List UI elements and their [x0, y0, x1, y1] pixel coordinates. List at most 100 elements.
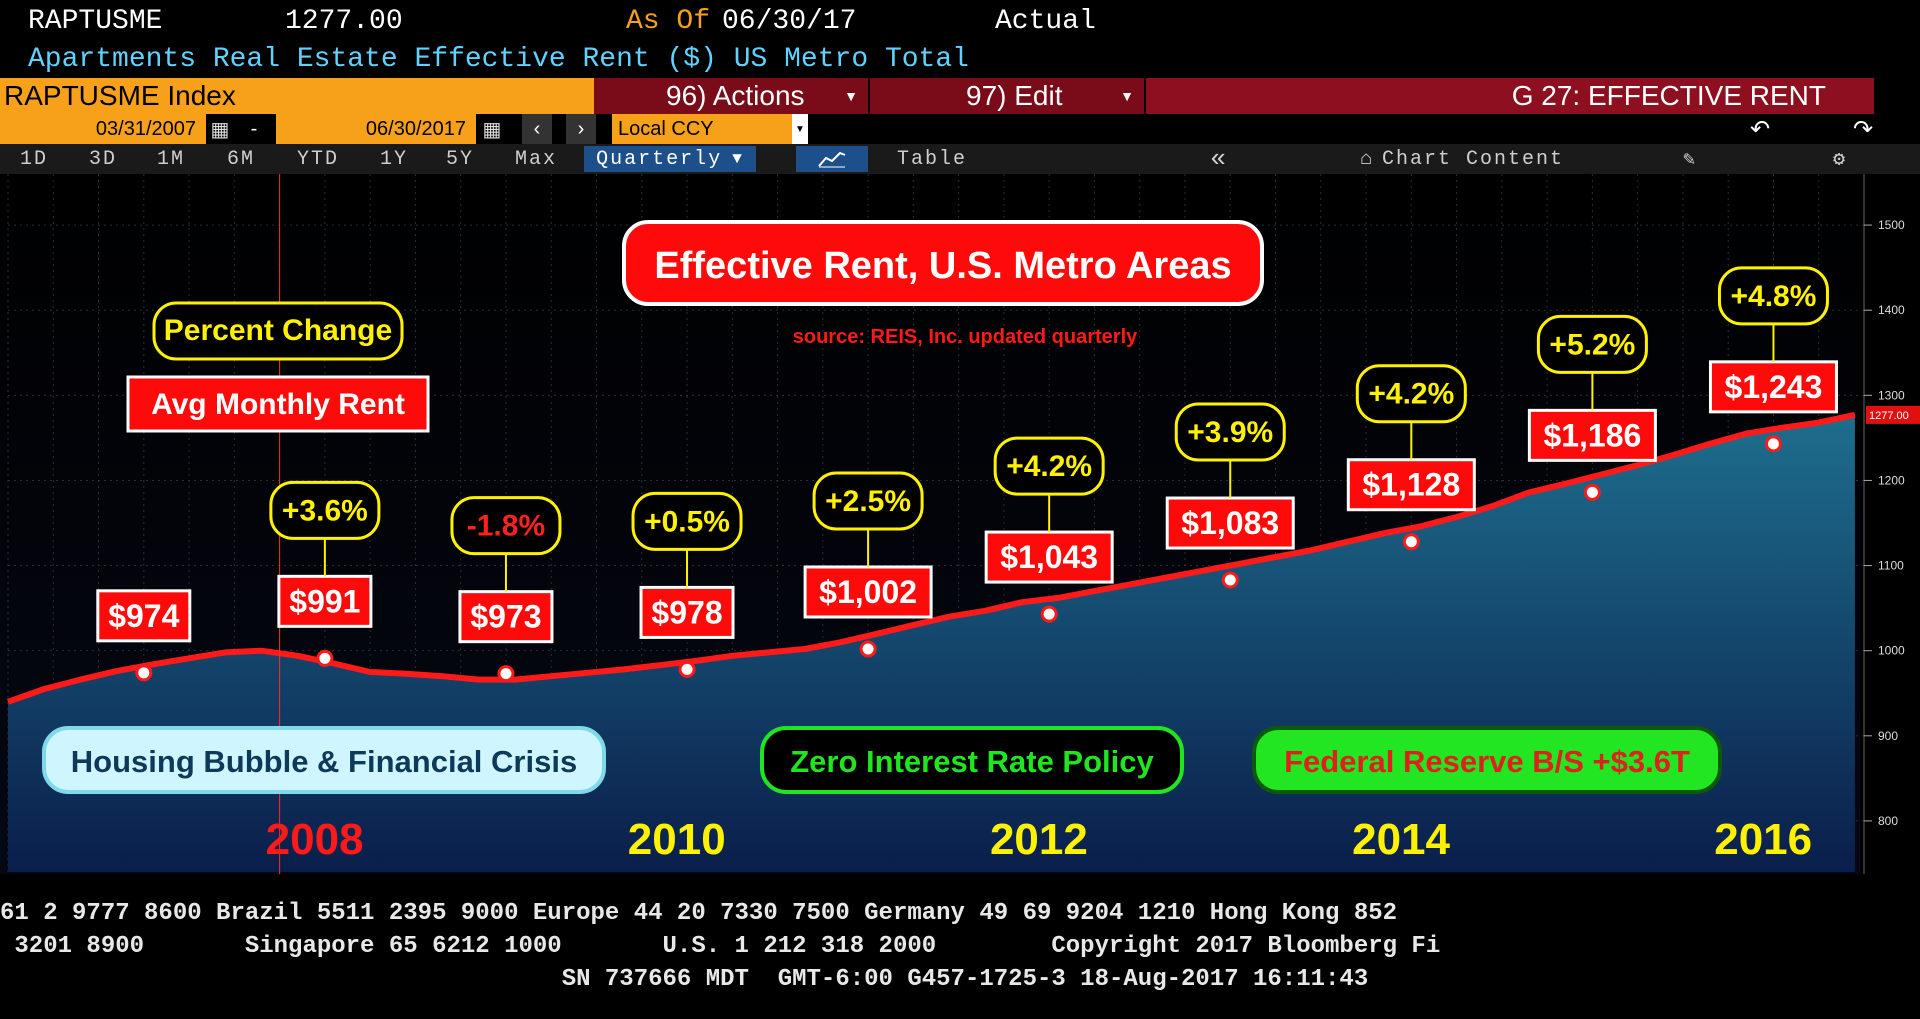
legend-percent-change: Percent Change	[152, 301, 404, 361]
change-label: +2.5%	[825, 485, 911, 518]
timeframe-ytd[interactable]: YTD	[296, 147, 339, 171]
actions-menu[interactable]: 96) Actions ▼	[594, 78, 868, 114]
calendar-icon[interactable]: ▦	[210, 118, 230, 141]
chart-name-field[interactable]: G 27: EFFECTIVE RENT	[1146, 78, 1874, 114]
last-value-tag-label: 1277.00	[1869, 410, 1909, 422]
end-date-input[interactable]: 06/30/2017	[276, 114, 476, 144]
as-of-label: As Of	[626, 6, 711, 37]
timeframe-1d[interactable]: 1D	[19, 147, 48, 171]
period-zirp: Zero Interest Rate Policy	[760, 726, 1184, 794]
chart-content-button[interactable]: ⌂ Chart Content	[1272, 146, 1652, 172]
y-tick-label: 1400	[1878, 303, 1905, 317]
data-point	[1040, 605, 1058, 623]
change-label: +4.8%	[1731, 280, 1817, 313]
y-tick-label: 800	[1878, 814, 1898, 828]
undo-icon[interactable]: ↶	[1749, 115, 1771, 143]
data-point	[316, 649, 334, 667]
rent-label: $1,243	[1725, 369, 1823, 405]
annotate-icon[interactable]: ✎	[1682, 149, 1698, 172]
y-tick-label: 1000	[1878, 644, 1905, 658]
gear-icon[interactable]: ⚙	[1832, 149, 1848, 172]
data-point	[497, 665, 515, 683]
date-range-bar: 03/31/2007 ▦ - 06/30/2017 ▦ ‹ › Local CC…	[0, 114, 1920, 144]
chevron-left-icon: ‹	[533, 117, 541, 140]
ticker-line-3: SN 737666 MDT GMT-6:00 G457-1725-3 18-Au…	[0, 966, 1369, 993]
collapse-panel-button[interactable]: «	[1210, 144, 1226, 174]
data-mode: Actual	[995, 6, 1096, 37]
chevron-right-icon: ›	[577, 117, 585, 140]
change-label-box	[1536, 314, 1648, 374]
table-view-button[interactable]: Table	[896, 147, 967, 171]
change-label: -1.8%	[467, 510, 545, 543]
security-field-label: RAPTUSME Index	[4, 80, 236, 111]
line-chart-icon[interactable]	[796, 146, 868, 172]
data-point	[1583, 483, 1601, 501]
timeframe-bar: 1D 3D 1M 6M YTD 1Y 5Y Max Quarterly ▼ Ta…	[0, 144, 1920, 174]
timeframe-max[interactable]: Max	[514, 147, 557, 171]
start-date-input[interactable]: 03/31/2007	[0, 114, 206, 144]
timeframe-5y[interactable]: 5Y	[445, 147, 474, 171]
period-housing-bubble-label: Housing Bubble & Financial Crisis	[71, 744, 577, 779]
change-label-box	[1717, 266, 1829, 326]
y-tick-label: 900	[1878, 729, 1898, 743]
caret-down-icon: ▼	[732, 150, 744, 168]
change-label-box	[1355, 364, 1467, 424]
rent-label: $1,128	[1362, 467, 1460, 503]
currency-select-value: Local CCY	[618, 117, 714, 140]
calendar-icon[interactable]: ▦	[482, 118, 502, 141]
series-line	[6, 411, 1856, 705]
chart-subtitle: source: REIS, Inc. updated quarterly	[793, 326, 1138, 348]
year-labels: 2008 2010 2012 2014 2016	[266, 815, 1812, 864]
chart-name-label: G 27: EFFECTIVE RENT	[1511, 80, 1826, 111]
next-period-button[interactable]: ›	[566, 114, 596, 144]
data-point	[1402, 533, 1420, 551]
timeframe-1y[interactable]: 1Y	[379, 147, 408, 171]
rent-label-box	[277, 574, 373, 628]
edit-menu-label: 97) Edit	[966, 80, 1063, 111]
timeframe-6m[interactable]: 6M	[226, 147, 255, 171]
timeframe-1m[interactable]: 1M	[156, 147, 185, 171]
chevron-down-icon: ▼	[792, 114, 808, 144]
ticker-symbol: RAPTUSME	[28, 6, 163, 37]
chevron-down-icon: ▼	[1120, 88, 1134, 104]
rent-label-box	[96, 589, 192, 643]
rent-label-box	[1527, 408, 1657, 462]
change-label: +4.2%	[1006, 450, 1092, 483]
change-label: +3.6%	[282, 494, 368, 527]
y-tick-label: 1500	[1878, 218, 1905, 232]
change-label-box	[812, 471, 924, 531]
period-housing-bubble: Housing Bubble & Financial Crisis	[42, 726, 606, 794]
ticker-line-1: 61 2 9777 8600 Brazil 5511 2395 9000 Eur…	[0, 900, 1398, 927]
annotations: $974 $991 +3.6% $973 -1.8% $978 +0.5% $1,002 +2.…	[96, 266, 1838, 683]
rent-label: $974	[108, 598, 179, 634]
prev-period-button[interactable]: ‹	[522, 114, 552, 144]
data-point	[1221, 571, 1239, 589]
rent-label-box	[984, 530, 1114, 584]
change-label-box	[450, 496, 562, 556]
end-date-value: 06/30/2017	[365, 117, 466, 140]
change-label: +4.2%	[1368, 378, 1454, 411]
year-label: 2008	[266, 815, 364, 864]
ticker-line-2: 3201 8900 Singapore 65 6212 1000 U.S. 1 …	[0, 933, 1441, 960]
description-text: Apartments Real Estate Effective Rent ($…	[28, 44, 969, 75]
currency-select[interactable]: Local CCY ▼	[612, 114, 808, 144]
chart-content-label: Chart Content	[1381, 147, 1565, 171]
y-tick-label: 1200	[1878, 473, 1905, 487]
rent-label-box	[1346, 458, 1476, 512]
edit-menu[interactable]: 97) Edit ▼	[870, 78, 1144, 114]
period-select[interactable]: Quarterly ▼	[584, 146, 756, 172]
rent-label: $1,186	[1543, 417, 1641, 453]
chart-title-box: Effective Rent, U.S. Metro Areas	[622, 220, 1264, 306]
rent-label: $1,083	[1181, 505, 1279, 541]
change-label: +5.2%	[1549, 328, 1635, 361]
security-field[interactable]: RAPTUSME Index	[0, 78, 594, 114]
change-label-box	[631, 491, 743, 551]
redo-icon[interactable]: ↷	[1852, 115, 1874, 143]
date-separator: -	[250, 117, 258, 140]
period-select-value: Quarterly	[596, 147, 723, 171]
last-value: 1277.00	[285, 6, 403, 37]
change-label-box	[993, 436, 1105, 496]
timeframe-3d[interactable]: 3D	[88, 147, 117, 171]
period-fed-label: Federal Reserve B/S +$3.6T	[1284, 744, 1690, 779]
